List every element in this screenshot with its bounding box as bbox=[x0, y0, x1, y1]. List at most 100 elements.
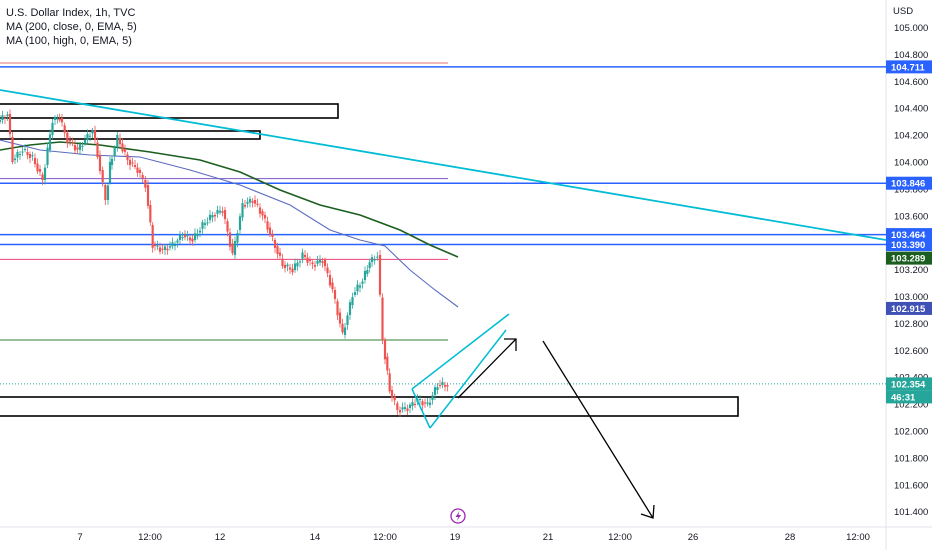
time-tick-label: 14 bbox=[310, 532, 321, 543]
candle-body bbox=[401, 407, 404, 410]
candle-body bbox=[193, 233, 197, 240]
candle-body bbox=[136, 167, 139, 173]
candle-body bbox=[181, 237, 184, 239]
candle-body bbox=[146, 185, 150, 206]
candle-body bbox=[188, 237, 192, 241]
candle-body bbox=[388, 373, 391, 392]
candle-body bbox=[341, 323, 344, 333]
arrow-up-head bbox=[504, 338, 517, 351]
candles bbox=[0, 109, 449, 418]
candle-body bbox=[248, 198, 252, 203]
wedge-left-line bbox=[411, 388, 431, 429]
candle-body bbox=[346, 315, 349, 325]
currency-label: USD bbox=[893, 6, 914, 17]
candle-body bbox=[306, 257, 309, 263]
price-badge: 103.390 bbox=[886, 238, 932, 252]
candle-body bbox=[418, 398, 422, 400]
candle-body bbox=[253, 200, 257, 204]
candle-body bbox=[13, 158, 17, 160]
time-tick-label: 12 bbox=[215, 532, 226, 543]
candle-body bbox=[121, 143, 124, 152]
zone-box bbox=[0, 130, 261, 140]
price-tick-label: 104.800 bbox=[894, 50, 928, 61]
candle-body bbox=[378, 255, 382, 295]
candle-body bbox=[390, 390, 394, 398]
price-badge-label: 103.846 bbox=[891, 179, 925, 190]
price-axis: 105.000 104.800 104.600 104.400 104.200 104.0… bbox=[894, 23, 928, 518]
price-badge-label: 104.711 bbox=[891, 62, 926, 73]
candle-body bbox=[123, 149, 127, 152]
candle-body bbox=[370, 257, 374, 262]
candle-body bbox=[158, 247, 162, 252]
price-badge-label: 102.915 bbox=[891, 304, 926, 315]
candle-body bbox=[168, 246, 172, 248]
candle-body bbox=[368, 262, 371, 268]
time-tick-label: 12:00 bbox=[373, 532, 397, 543]
candle-body bbox=[63, 125, 66, 133]
time-tick-label: 19 bbox=[450, 532, 461, 543]
candle-body bbox=[318, 259, 322, 263]
candle-body bbox=[66, 132, 69, 143]
candle-body bbox=[326, 267, 329, 274]
candle-body bbox=[228, 232, 232, 247]
candle-body bbox=[151, 225, 154, 248]
candle-body bbox=[403, 407, 407, 409]
candle-body bbox=[23, 149, 27, 151]
price-tick-label: 102.800 bbox=[894, 319, 928, 330]
price-badge-label: 103.289 bbox=[891, 254, 925, 265]
trend-drawings bbox=[0, 89, 887, 519]
candle-body bbox=[243, 205, 247, 207]
candle-body bbox=[11, 137, 14, 163]
candle-body bbox=[191, 238, 194, 242]
candle-body bbox=[386, 356, 389, 371]
candle-body bbox=[231, 243, 234, 254]
candle-body bbox=[81, 146, 84, 148]
candle-body bbox=[126, 154, 129, 161]
candle-body bbox=[316, 260, 319, 264]
candle-body bbox=[241, 203, 244, 218]
candle-body bbox=[263, 215, 267, 219]
candle-body bbox=[361, 281, 364, 284]
price-badge-label: 103.464 bbox=[891, 230, 926, 241]
candle-body bbox=[428, 402, 432, 405]
candle-body bbox=[131, 162, 134, 164]
candle-body bbox=[206, 222, 209, 224]
lightning-icon[interactable] bbox=[450, 508, 466, 524]
zone-box bbox=[0, 103, 339, 119]
price-tick-label: 105.000 bbox=[894, 23, 928, 34]
candle-body bbox=[0, 120, 2, 122]
candle-body bbox=[411, 402, 414, 406]
candle-body bbox=[186, 234, 189, 237]
chart-legend: U.S. Dollar Index, 1h, TVC MA (200, clos… bbox=[6, 6, 137, 48]
price-tick-label: 101.400 bbox=[894, 507, 928, 518]
price-tick-label: 103.800 bbox=[894, 184, 928, 195]
candle-body bbox=[31, 155, 34, 157]
candle-body bbox=[71, 142, 74, 144]
price-tick-label: 101.800 bbox=[894, 453, 928, 464]
candle-body bbox=[223, 210, 227, 220]
candle-body bbox=[381, 297, 384, 341]
candle-body bbox=[6, 114, 9, 116]
time-tick-label: 12:00 bbox=[846, 532, 870, 543]
ma200-line bbox=[0, 141, 459, 258]
candle-body bbox=[38, 169, 42, 172]
price-tick-label: 104.400 bbox=[894, 104, 928, 115]
candle-body bbox=[153, 245, 157, 246]
candle-body bbox=[128, 160, 132, 166]
price-badge: 103.464 bbox=[886, 228, 932, 242]
time-tick-label: 28 bbox=[785, 532, 796, 543]
candle-body bbox=[258, 207, 262, 214]
candle-body bbox=[373, 259, 376, 261]
candle-body bbox=[56, 118, 59, 120]
price-badge-label: 103.390 bbox=[891, 240, 925, 251]
candle-body bbox=[178, 234, 182, 240]
candle-body bbox=[353, 292, 357, 295]
candle-body bbox=[196, 233, 199, 237]
price-badge: 103.846 bbox=[886, 176, 932, 190]
price-badge-bg bbox=[886, 301, 932, 315]
price-badge: 104.711 bbox=[886, 60, 932, 74]
ma100-line bbox=[0, 139, 459, 308]
candle-body bbox=[48, 134, 52, 150]
